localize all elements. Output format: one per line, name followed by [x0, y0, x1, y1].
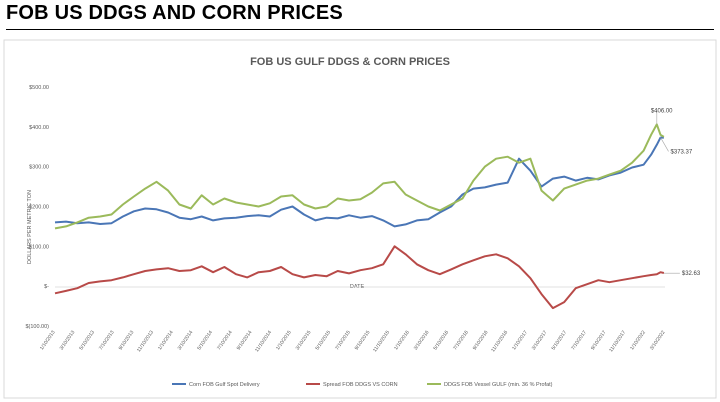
series-line-2 [54, 123, 665, 230]
y-axis-label: DOLLARS PER METRIC TON [27, 190, 33, 264]
y-tick-label: $500.00 [29, 85, 49, 91]
chart-title: FOB US GULF DDGS & CORN PRICES [250, 56, 450, 68]
y-axis-ticks: $500.00 $400.00 $300.00 $200.00 $100.00 $- $(1… [25, 85, 49, 330]
heading-rule [6, 29, 714, 30]
y-tick-label: $400.00 [29, 125, 49, 131]
series-line-0 [54, 136, 664, 228]
legend: Corn FOB Gulf Spot Delivery Spread FOB DD… [172, 382, 553, 388]
y-tick-label: $(100.00) [25, 324, 49, 330]
series-line-1 [54, 245, 665, 310]
data-annotations: $406.00 $373.37 $32.63 [651, 108, 701, 277]
annotation-label: $32.63 [682, 271, 701, 277]
series-lines [54, 123, 665, 310]
y-tick-label: $200.00 [29, 205, 49, 211]
legend-label: Spread FOB DDGS VS CORN [323, 382, 398, 388]
chart-frame [3, 39, 717, 399]
annotation-leader [660, 137, 669, 152]
annotation-label: $373.37 [671, 149, 693, 155]
price-chart: FOB US GULF DDGS & CORN PRICES DOLLARS P… [3, 39, 717, 399]
y-tick-label: $100.00 [29, 244, 49, 250]
y-tick-label: $- [44, 284, 49, 290]
legend-label: Corn FOB Gulf Spot Delivery [189, 382, 260, 388]
annotation-label: $406.00 [651, 108, 673, 114]
legend-label: DDGS FOB Vessel GULF (min. 36 % Profat) [444, 382, 553, 388]
page-heading: FOB US DDGS AND CORN PRICES [6, 2, 343, 24]
y-tick-label: $300.00 [29, 165, 49, 171]
